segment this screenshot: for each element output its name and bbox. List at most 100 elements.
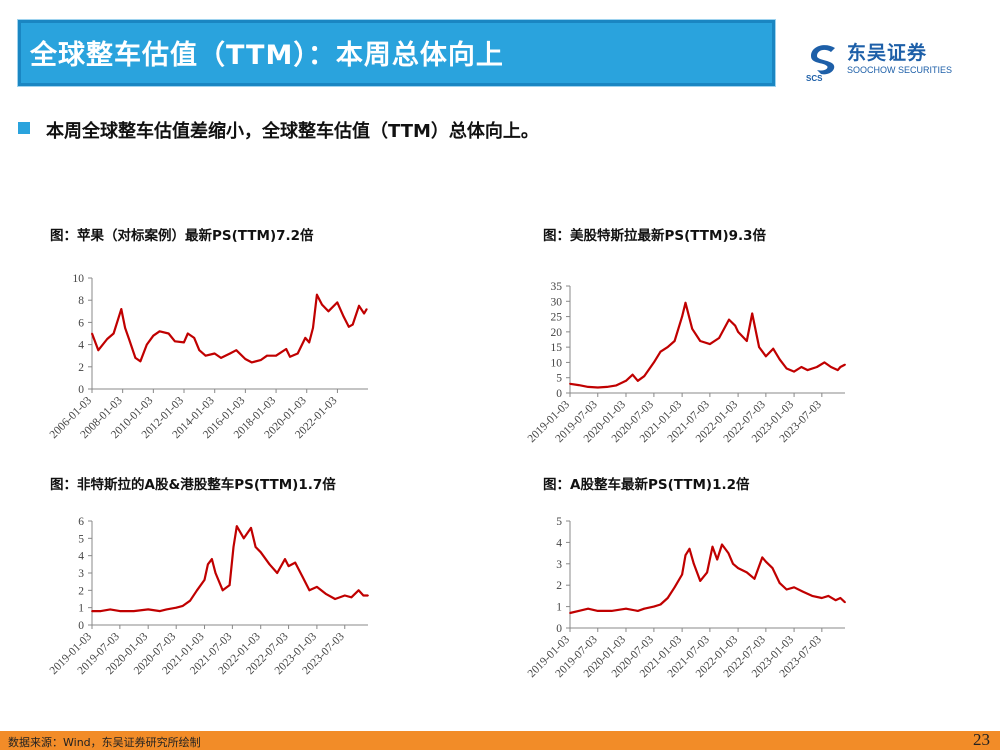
data-point [106, 338, 109, 340]
data-point [793, 370, 795, 373]
page-number: 23 [973, 730, 990, 749]
y-tick-label: 3 [556, 559, 562, 571]
data-point [577, 610, 580, 612]
y-tick-label: 6 [78, 516, 84, 528]
data-point [296, 352, 299, 355]
logo-name-en: SOOCHOW SECURITIES [847, 65, 953, 75]
data-point [228, 584, 231, 586]
data-point [198, 349, 201, 352]
y-tick-label: 8 [78, 295, 84, 307]
data-point [350, 596, 353, 599]
data-point [666, 346, 669, 348]
data-point [692, 562, 695, 565]
bullet-square-icon [18, 122, 30, 134]
data-point [711, 545, 714, 548]
data-point [316, 586, 318, 588]
data-point [606, 386, 608, 388]
y-tick-label: 2 [556, 580, 562, 592]
data-point [643, 607, 646, 610]
data-point [334, 598, 336, 600]
y-tick-label: 10 [73, 273, 85, 285]
data-point [793, 586, 795, 589]
y-tick-label: 5 [556, 373, 562, 385]
chart-tesla-ps: 051015202530352019-01-032019-07-032020-0… [526, 281, 846, 445]
y-tick-label: 2 [78, 585, 84, 597]
data-point [289, 355, 291, 358]
data-point [193, 337, 196, 339]
y-tick-label: 1 [78, 603, 84, 615]
data-point [119, 610, 121, 612]
data-point [357, 589, 360, 592]
y-tick-label: 35 [551, 281, 563, 293]
y-tick-label: 4 [78, 340, 84, 352]
data-point [203, 579, 206, 581]
data-point [165, 608, 168, 611]
y-tick-label: 20 [551, 327, 563, 339]
data-point [745, 340, 748, 342]
data-point [844, 363, 846, 366]
data-point [765, 560, 767, 563]
data-point [827, 595, 830, 597]
y-tick-label: 2 [78, 362, 84, 374]
data-point [673, 586, 676, 589]
page-title: 全球整车估值（TTM）：本周总体向上 [30, 40, 504, 71]
title-bar: 全球整车估值（TTM）：本周总体向上 [18, 20, 775, 86]
data-point [758, 346, 760, 348]
data-point [213, 352, 216, 355]
data-point [834, 599, 837, 602]
data-point [753, 577, 756, 580]
series-line [569, 543, 846, 615]
series-line [92, 525, 368, 613]
data-point [91, 332, 93, 335]
data-point [97, 349, 100, 352]
data-point [174, 340, 176, 343]
data-point [158, 330, 161, 333]
data-point [134, 357, 137, 359]
data-point [771, 567, 774, 569]
data-point [145, 343, 148, 346]
y-tick-label: 1 [556, 602, 562, 614]
data-point [659, 350, 662, 353]
data-point [706, 571, 708, 574]
data-point [304, 337, 307, 339]
data-point [716, 558, 719, 561]
data-point [836, 369, 839, 371]
data-point [636, 379, 639, 382]
data-point [347, 325, 350, 328]
data-point [596, 610, 599, 612]
data-point [772, 347, 775, 350]
data-point [275, 354, 277, 357]
data-point [284, 558, 286, 560]
y-tick-label: 15 [551, 342, 563, 354]
data-point [175, 606, 178, 609]
data-point [266, 354, 268, 357]
data-point [186, 332, 189, 335]
data-point [147, 608, 150, 611]
data-point [727, 552, 730, 554]
chart-title-a-share: 图：A股整车最新PS(TTM)1.2倍 [543, 477, 750, 493]
axis-lines [569, 286, 845, 394]
data-point [189, 599, 192, 602]
y-tick-label: 0 [556, 388, 562, 400]
data-point [778, 358, 781, 361]
y-tick-label: 30 [551, 296, 563, 308]
data-point [577, 384, 580, 386]
data-point [643, 375, 646, 378]
data-point [259, 551, 262, 554]
data-point [316, 293, 318, 296]
data-point [691, 327, 694, 330]
y-tick-label: 10 [551, 357, 563, 369]
data-point [709, 343, 711, 345]
data-point [636, 610, 639, 612]
chart-title-apple: 图：苹果（对标案例）最新PS(TTM)7.2倍 [50, 228, 314, 244]
data-point [587, 386, 589, 388]
chart-non-tesla-ps: 01234562019-01-032019-07-032020-01-03202… [48, 516, 369, 677]
y-tick-label: 4 [556, 537, 562, 549]
data-point [721, 543, 723, 546]
y-tick-label: 0 [78, 384, 84, 396]
data-point [285, 348, 288, 350]
data-point [321, 303, 323, 306]
data-point [761, 556, 764, 559]
data-point [232, 546, 235, 548]
y-tick-label: 5 [78, 533, 84, 545]
